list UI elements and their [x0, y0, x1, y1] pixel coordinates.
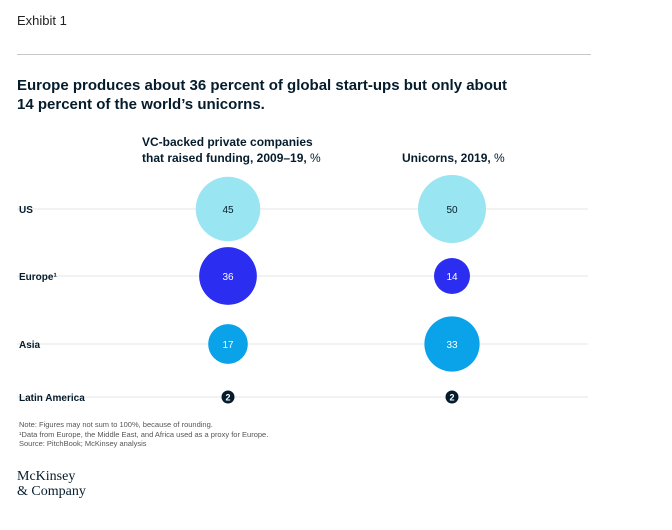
column-header-unicorns-unit: % [490, 151, 505, 165]
row-label-latin-america: Latin America [19, 393, 85, 404]
unicorns-bubble-asia [424, 316, 480, 372]
unicorns-bubble-latin-america [445, 390, 459, 404]
column-header-unicorns-line-1: Unicorns, 2019, [402, 151, 491, 165]
footnote-europe: ¹Data from Europe, the Middle East, and … [19, 429, 269, 439]
unicorns-bubble-latin-america-label: 2 [449, 393, 454, 403]
vc-bubble-europe-label: 36 [222, 272, 234, 283]
column-header-unicorns: Unicorns, 2019, % [402, 150, 505, 166]
chart-title-line-1: Europe produces about 36 percent of glob… [17, 77, 508, 94]
mckinsey-logo: McKinsey & Company [17, 469, 86, 499]
exhibit-label: Exhibit 1 [17, 13, 67, 28]
vc-bubble-us-label: 45 [222, 205, 234, 216]
unicorns-bubble-europe-label: 14 [446, 272, 458, 283]
column-header-vc-unit: % [306, 151, 321, 165]
column-header-vc-line-2: that raised funding, 2009–19, [142, 151, 307, 165]
footnote-note: Note: Figures may not sum to 100%, becau… [19, 420, 213, 429]
unicorns-bubble-europe [434, 258, 470, 294]
unicorns-bubble-us-label: 50 [446, 205, 458, 216]
footnotes: Note: Figures may not sum to 100%, becau… [19, 420, 268, 449]
row-label-us: US [19, 205, 33, 216]
vc-bubble-europe [199, 247, 257, 305]
row-label-europe: Europe¹ [19, 272, 57, 283]
unicorns-bubble-asia-label: 33 [446, 340, 458, 351]
chart-title: Europe produces about 36 percent of glob… [17, 76, 577, 114]
vc-bubble-us [195, 176, 261, 242]
vc-bubble-latin-america-label: 2 [225, 393, 230, 403]
vc-bubble-asia [208, 324, 248, 364]
row-label-asia: Asia [19, 340, 41, 351]
chart-title-line-2: 14 percent of the world’s unicorns. [17, 96, 265, 113]
unicorns-bubble-us [418, 175, 486, 243]
footnote-source: Source: PitchBook; McKinsey analysis [19, 439, 147, 448]
vc-bubble-asia-label: 17 [222, 340, 234, 351]
header-divider [17, 54, 591, 55]
column-header-vc: VC-backed private companies that raised … [142, 134, 321, 166]
logo-line-1: McKinsey [17, 469, 76, 484]
vc-bubble-latin-america [221, 390, 235, 404]
column-header-vc-line-1: VC-backed private companies [142, 135, 313, 149]
logo-line-2: & Company [17, 484, 86, 499]
